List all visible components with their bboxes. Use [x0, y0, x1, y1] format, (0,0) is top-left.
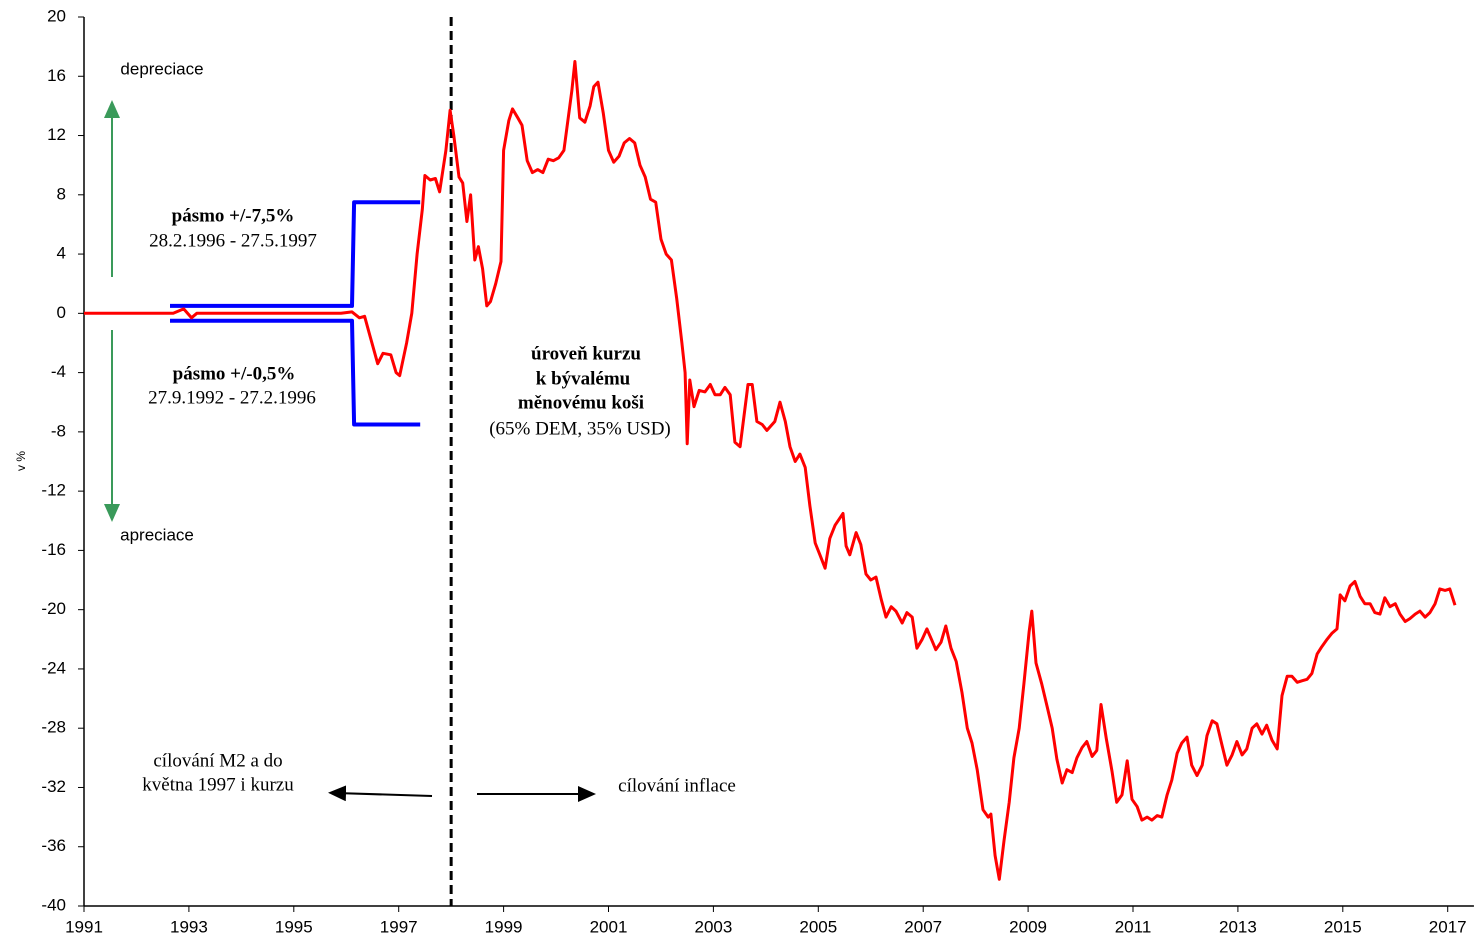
y-tick-label: -16 — [41, 540, 66, 559]
x-tick-label: 1997 — [380, 917, 418, 936]
y-tick-label: -40 — [41, 895, 66, 914]
x-tick-label: 2009 — [1009, 917, 1047, 936]
annotation: (65% DEM, 35% USD) — [489, 418, 671, 439]
annotation: cílování inflace — [618, 775, 736, 796]
series-line — [84, 60, 1457, 881]
y-tick-label: -12 — [41, 481, 66, 500]
y-tick-label: 16 — [47, 66, 66, 85]
y-tick-label: 8 — [57, 184, 66, 203]
x-tick-label: 2003 — [694, 917, 732, 936]
annotation: pásmo +/-0,5% — [173, 363, 296, 384]
y-tick-label: -32 — [41, 777, 66, 796]
y-tick-label: 0 — [57, 303, 66, 322]
y-tick-label: 12 — [47, 125, 66, 144]
x-tick-label: 2007 — [904, 917, 942, 936]
annotation: úroveň kurzu — [531, 343, 641, 364]
y-tick-label: -28 — [41, 718, 66, 737]
y-tick-label: 4 — [57, 244, 66, 263]
y-tick-label: -8 — [51, 421, 66, 440]
x-tick-label: 1991 — [65, 917, 103, 936]
series-line — [170, 200, 421, 308]
annotation: k bývalému — [536, 368, 631, 389]
x-tick-label: 2011 — [1115, 917, 1152, 936]
x-tick-label: 1999 — [485, 917, 523, 936]
annotation: května 1997 i kurzu — [142, 774, 294, 795]
annotation: cílování M2 a do — [153, 750, 282, 771]
y-axis-label: v % — [14, 451, 28, 471]
y-tick-label: -20 — [41, 599, 66, 618]
x-tick-label: 2013 — [1219, 917, 1257, 936]
x-tick-label: 1995 — [275, 917, 313, 936]
y-tick-label: 20 — [47, 6, 66, 25]
annotation: depreciace — [120, 59, 203, 78]
annotation: apreciace — [120, 525, 194, 544]
annotation: 27.9.1992 - 27.2.1996 — [148, 387, 316, 408]
x-tick-label: 2017 — [1429, 917, 1467, 936]
arrow — [328, 785, 433, 802]
x-tick-label: 1993 — [170, 917, 208, 936]
x-tick-label: 2001 — [590, 917, 628, 936]
annotation: měnovému koši — [518, 392, 644, 413]
series-line — [170, 318, 421, 427]
y-tick-label: -4 — [51, 362, 66, 381]
x-tick-label: 2015 — [1324, 917, 1362, 936]
annotation: pásmo +/-7,5% — [172, 205, 295, 226]
y-tick-label: -36 — [41, 836, 66, 855]
x-tick-label: 2005 — [799, 917, 837, 936]
y-tick-label: -24 — [41, 658, 66, 677]
annotation: 28.2.1996 - 27.5.1997 — [149, 230, 317, 251]
